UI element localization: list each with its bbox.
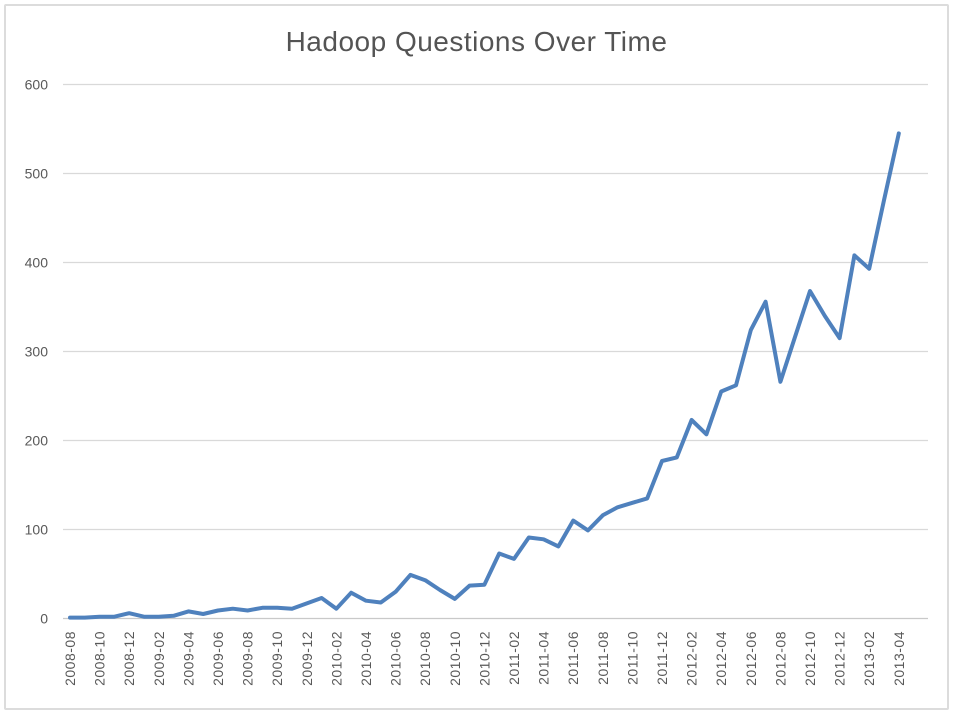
- x-axis-tick-label: 2012-06: [743, 631, 759, 686]
- x-axis-tick-label: 2012-08: [772, 631, 788, 686]
- x-axis-tick-label: 2011-04: [536, 631, 552, 685]
- y-axis-tick-label: 400: [25, 255, 49, 271]
- x-axis-tick-label: 2008-12: [121, 631, 137, 686]
- y-axis-tick-label: 600: [25, 77, 49, 93]
- x-axis-tick-label: 2013-02: [861, 631, 877, 686]
- x-axis-tick-label: 2008-10: [92, 631, 108, 686]
- y-axis-tick-label: 200: [25, 433, 49, 449]
- x-axis-tick-label: 2010-04: [358, 631, 374, 686]
- chart-title: Hadoop Questions Over Time: [285, 26, 668, 57]
- x-axis-tick-label: 2011-10: [624, 631, 640, 685]
- x-axis-tick-label: 2010-08: [417, 631, 433, 686]
- x-axis-tick-label: 2012-12: [832, 631, 848, 686]
- y-axis-tick-label: 500: [25, 166, 49, 182]
- y-axis-tick-label: 100: [25, 522, 49, 538]
- x-axis-tick-label: 2011-06: [565, 631, 581, 685]
- x-axis-tick-label: 2013-04: [891, 631, 907, 686]
- x-axis-tick-label: 2009-06: [210, 631, 226, 686]
- y-axis-tick-label: 0: [40, 611, 48, 627]
- x-axis-tick-label: 2010-02: [328, 631, 344, 686]
- y-axis-tick-label: 300: [25, 344, 49, 360]
- x-axis-tick-label: 2009-12: [299, 631, 315, 686]
- x-axis-tick-label: 2008-08: [62, 631, 78, 686]
- x-axis-tick-label: 2010-12: [476, 631, 492, 686]
- x-axis-tick-label: 2009-04: [180, 631, 196, 686]
- x-axis-tick-label: 2011-02: [506, 631, 522, 685]
- x-axis-tick-label: 2009-02: [151, 631, 167, 686]
- x-axis-tick-label: 2012-04: [713, 631, 729, 686]
- x-axis-tick-label: 2012-10: [802, 631, 818, 686]
- x-axis-tick-label: 2009-08: [240, 631, 256, 686]
- x-axis-tick-label: 2009-10: [269, 631, 285, 686]
- x-axis-tick-label: 2012-02: [684, 631, 700, 686]
- x-axis-tick-label: 2011-08: [595, 631, 611, 685]
- x-axis-tick-label: 2010-10: [447, 631, 463, 686]
- data-line: [68, 131, 901, 620]
- x-axis-tick-label: 2010-06: [388, 631, 404, 686]
- x-axis-tick-label: 2011-12: [654, 631, 670, 685]
